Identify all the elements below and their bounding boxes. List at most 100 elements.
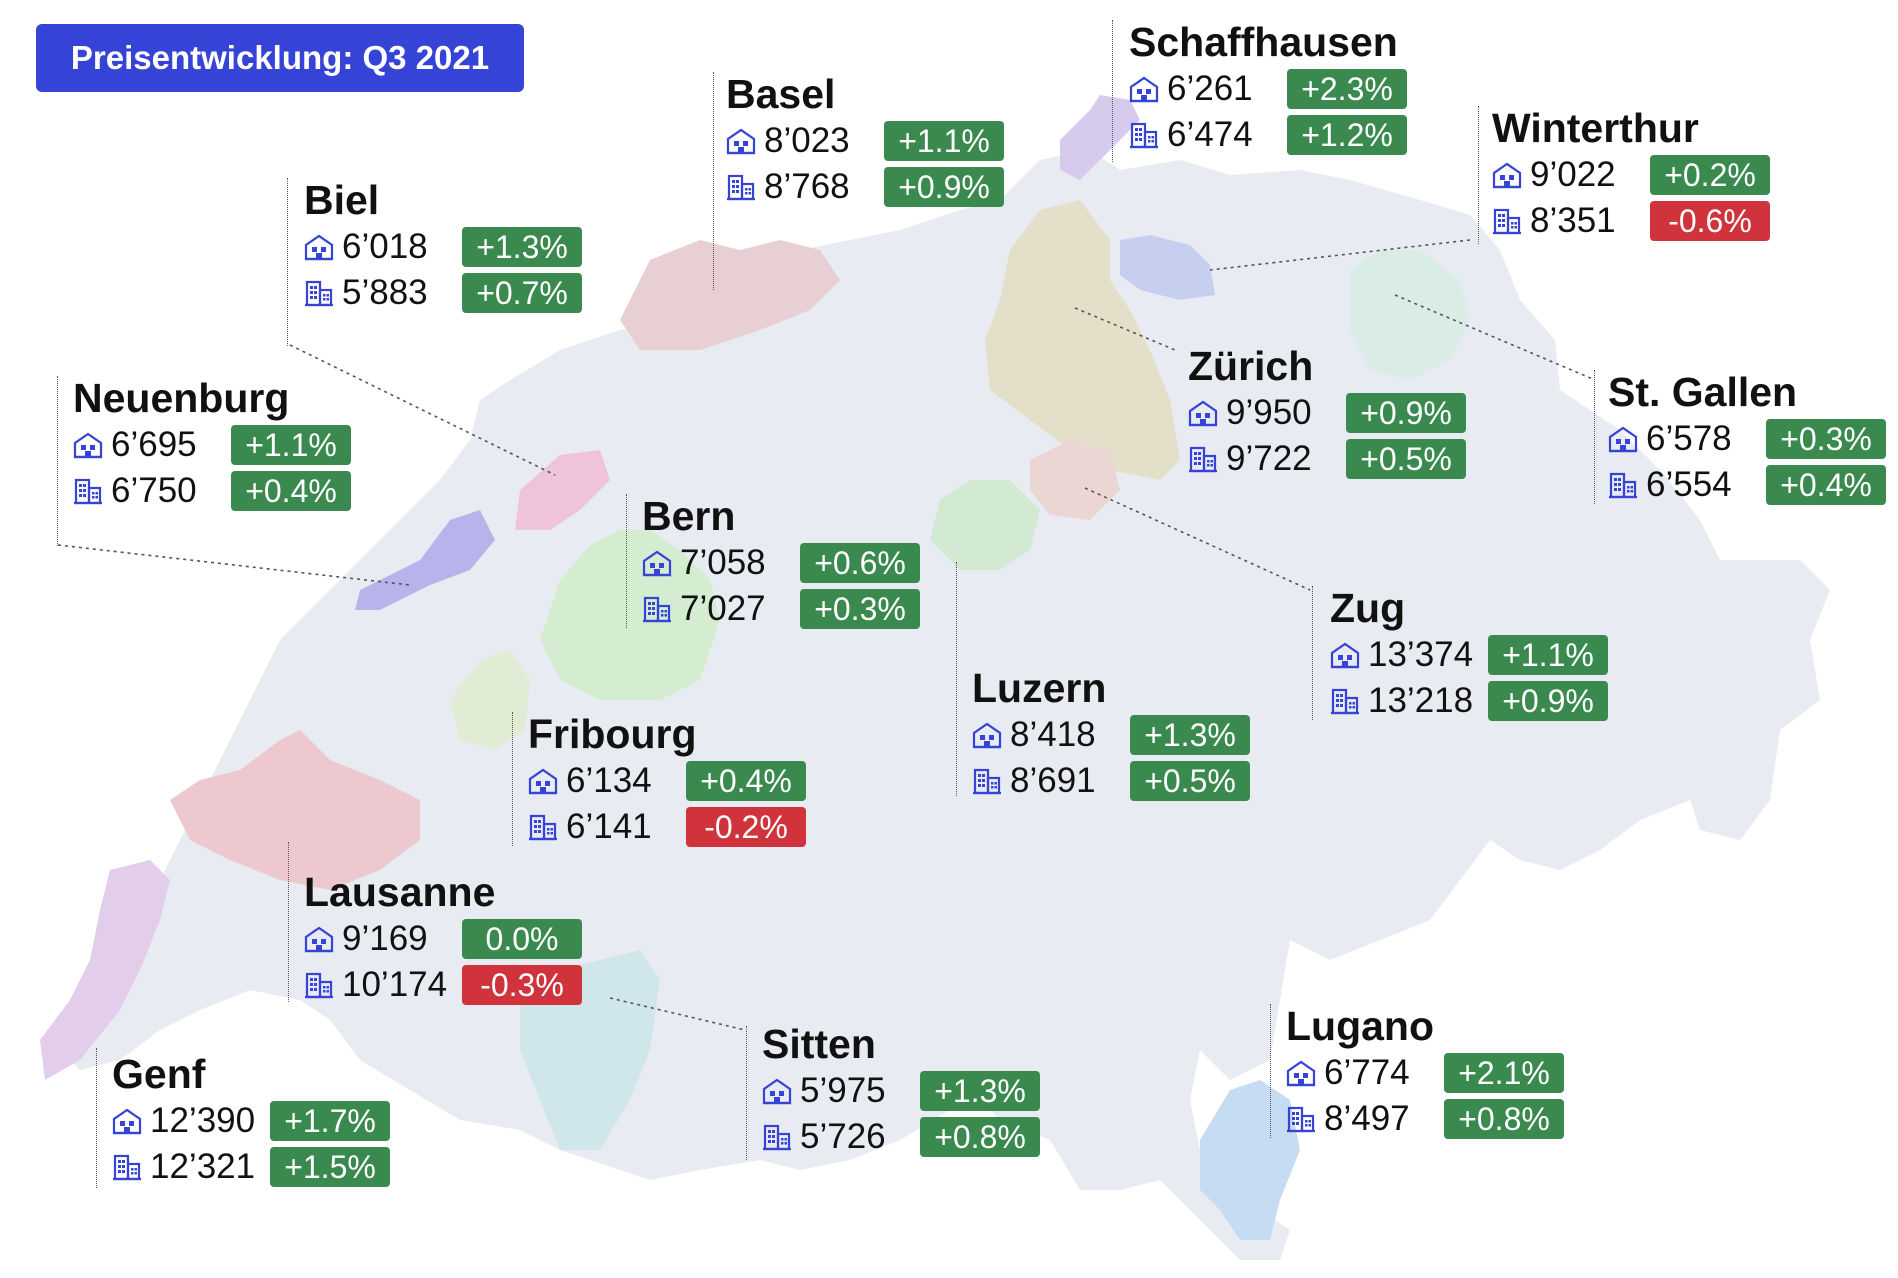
- city-label-luzern: Luzern 8’418 +1.3% 8’691 +0.5%: [972, 664, 1250, 804]
- house-price-change-badge: +1.3%: [920, 1071, 1040, 1111]
- house-price-row: 9’022 +0.2%: [1492, 152, 1770, 198]
- region-lugano: [1200, 1080, 1300, 1240]
- house-icon: [528, 767, 558, 795]
- house-price-value: 9’169: [342, 919, 428, 958]
- house-price-row: 6’774 +2.1%: [1286, 1050, 1564, 1096]
- city-name: Basel: [726, 71, 836, 117]
- house-icon: [112, 1107, 142, 1135]
- apartment-price-row: 6’750 +0.4%: [73, 468, 351, 514]
- apartment-price-change-badge: +0.5%: [1130, 761, 1250, 801]
- region-zuerich: [985, 200, 1180, 480]
- house-price-row: 9’950 +0.9%: [1188, 390, 1466, 436]
- apartment-price-change-badge: +0.8%: [1444, 1099, 1564, 1139]
- house-price-change-badge: 0.0%: [462, 919, 582, 959]
- city-name: Zug: [1330, 585, 1406, 631]
- house-price-value: 6’578: [1646, 419, 1732, 458]
- apartment-price-row: 5’726 +0.8%: [762, 1114, 1040, 1160]
- leader-line-schaffhausen: [1112, 20, 1113, 162]
- apartment-price-value: 10’174: [342, 965, 448, 1004]
- house-price-value: 5’975: [800, 1071, 886, 1110]
- leader-lines: [57, 239, 1596, 1031]
- house-price-value: 6’018: [342, 227, 428, 266]
- house-price-value: 6’774: [1324, 1053, 1410, 1092]
- house-price-change-badge: +2.1%: [1444, 1053, 1564, 1093]
- house-price-value: 9’022: [1530, 155, 1616, 194]
- apartment-building-icon: [528, 813, 558, 841]
- apartment-price-row: 10’174 -0.3%: [304, 962, 582, 1008]
- leader-line-zug: [1312, 586, 1313, 720]
- house-price-row: 6’261 +2.3%: [1129, 66, 1407, 112]
- apartment-price-change-badge: +0.3%: [800, 589, 920, 629]
- house-price-row: 5’975 +1.3%: [762, 1068, 1040, 1114]
- leader-line-sitten: [746, 1026, 747, 1160]
- house-price-value: 8’418: [1010, 715, 1096, 754]
- apartment-price-row: 8’691 +0.5%: [972, 758, 1250, 804]
- city-label-zug: Zug 13’374 +1.1% 13’218 +0.9%: [1330, 584, 1608, 724]
- apartment-price-change-badge: +0.9%: [884, 167, 1004, 207]
- region-stgallen: [1350, 250, 1470, 380]
- apartment-price-value: 8’691: [1010, 761, 1096, 800]
- leader-line-fribourg: [512, 712, 513, 846]
- city-label-genf: Genf 12’390 +1.7% 12’321 +1.5%: [112, 1050, 390, 1190]
- apartment-price-change-badge: +1.5%: [270, 1147, 390, 1187]
- region-winterthur: [1120, 235, 1215, 300]
- house-price-value: 8’023: [764, 121, 850, 160]
- city-name: Luzern: [972, 665, 1107, 711]
- apartment-building-icon: [972, 767, 1002, 795]
- house-price-row: 9’169 0.0%: [304, 916, 582, 962]
- house-icon: [762, 1077, 792, 1105]
- apartment-price-value: 8’351: [1530, 201, 1616, 240]
- house-price-row: 6’695 +1.1%: [73, 422, 351, 468]
- city-label-lausanne: Lausanne 9’169 0.0% 10’174 -0.3%: [304, 868, 582, 1008]
- region-basel: [620, 240, 840, 350]
- apartment-price-row: 8’351 -0.6%: [1492, 198, 1770, 244]
- apartment-building-icon: [726, 173, 756, 201]
- house-price-row: 8’418 +1.3%: [972, 712, 1250, 758]
- city-label-schaffhausen: Schaffhausen 6’261 +2.3% 6’474 +1.2%: [1129, 18, 1407, 158]
- house-price-value: 6’261: [1167, 69, 1253, 108]
- leader-line-luzern: [956, 562, 957, 796]
- city-name: St. Gallen: [1608, 369, 1798, 415]
- city-name: Genf: [112, 1051, 206, 1097]
- apartment-building-icon: [304, 279, 334, 307]
- house-price-change-badge: +1.1%: [231, 425, 351, 465]
- leader-line-bern: [626, 494, 627, 628]
- apartment-price-change-badge: +0.4%: [231, 471, 351, 511]
- house-price-change-badge: +0.2%: [1650, 155, 1770, 195]
- city-name: Bern: [642, 493, 736, 539]
- region-zug: [1030, 440, 1120, 520]
- apartment-price-row: 6’474 +1.2%: [1129, 112, 1407, 158]
- leader-line-neuenburg: [57, 376, 58, 546]
- leader-line-basel: [713, 72, 714, 290]
- apartment-building-icon: [73, 477, 103, 505]
- apartment-price-row: 6’141 -0.2%: [528, 804, 806, 850]
- house-price-row: 13’374 +1.1%: [1330, 632, 1608, 678]
- house-price-row: 12’390 +1.7%: [112, 1098, 390, 1144]
- title-badge: Preisentwicklung: Q3 2021: [36, 24, 524, 92]
- house-icon: [1129, 75, 1159, 103]
- apartment-price-change-badge: +0.7%: [462, 273, 582, 313]
- apartment-price-value: 5’726: [800, 1117, 886, 1156]
- apartment-building-icon: [762, 1123, 792, 1151]
- apartment-building-icon: [642, 595, 672, 623]
- apartment-price-change-badge: -0.3%: [462, 965, 582, 1005]
- house-price-value: 6’695: [111, 425, 197, 464]
- house-icon: [726, 127, 756, 155]
- house-price-value: 6’134: [566, 761, 652, 800]
- region-schaffhausen: [1060, 95, 1140, 180]
- city-label-lugano: Lugano 6’774 +2.1% 8’497 +0.8%: [1286, 1002, 1564, 1142]
- apartment-price-value: 12’321: [150, 1147, 256, 1186]
- city-label-winterthur: Winterthur 9’022 +0.2% 8’351 -0.6%: [1492, 104, 1770, 244]
- region-luzern: [930, 480, 1040, 570]
- house-price-value: 12’390: [150, 1101, 256, 1140]
- apartment-price-change-badge: +1.2%: [1287, 115, 1407, 155]
- apartment-price-value: 7’027: [680, 589, 766, 628]
- region-neuenburg: [355, 510, 495, 610]
- apartment-price-value: 6’474: [1167, 115, 1253, 154]
- leader-line-stgallen: [1594, 370, 1595, 504]
- apartment-price-value: 8’768: [764, 167, 850, 206]
- apartment-building-icon: [1492, 207, 1522, 235]
- city-label-zuerich: Zürich 9’950 +0.9% 9’722 +0.5%: [1188, 342, 1466, 482]
- city-name: Biel: [304, 177, 380, 223]
- house-icon: [1492, 161, 1522, 189]
